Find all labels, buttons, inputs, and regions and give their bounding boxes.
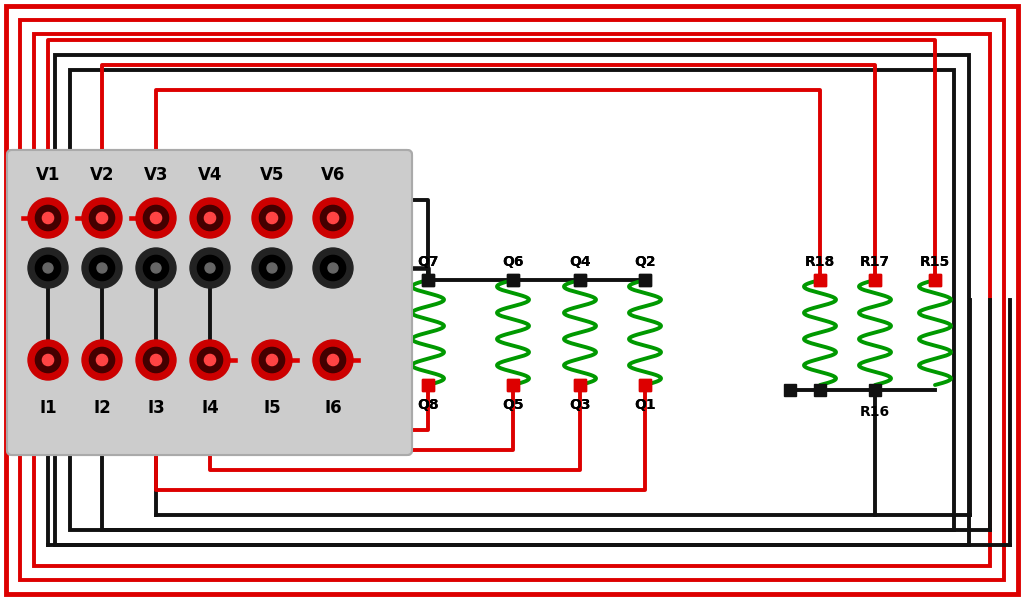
Circle shape <box>190 248 230 288</box>
Text: Q3: Q3 <box>569 398 591 412</box>
Bar <box>70 70 954 530</box>
Text: I1: I1 <box>39 399 56 417</box>
Circle shape <box>252 340 292 380</box>
Text: R17: R17 <box>860 255 890 269</box>
Circle shape <box>136 248 176 288</box>
Text: Q3: Q3 <box>569 398 591 412</box>
Text: Q8: Q8 <box>417 398 439 412</box>
Circle shape <box>143 205 169 230</box>
Circle shape <box>143 347 169 373</box>
Circle shape <box>89 205 115 230</box>
Circle shape <box>198 205 222 230</box>
Circle shape <box>190 198 230 238</box>
Circle shape <box>328 212 339 224</box>
Text: Q2: Q2 <box>634 255 655 269</box>
Circle shape <box>198 256 222 281</box>
Circle shape <box>151 212 162 224</box>
Circle shape <box>205 212 216 224</box>
Text: Q7: Q7 <box>417 255 438 269</box>
Circle shape <box>259 256 285 281</box>
Circle shape <box>252 248 292 288</box>
Circle shape <box>136 340 176 380</box>
Circle shape <box>42 212 53 224</box>
Circle shape <box>43 263 53 273</box>
Circle shape <box>82 340 122 380</box>
Circle shape <box>321 205 346 230</box>
Circle shape <box>259 205 285 230</box>
Text: R16: R16 <box>860 405 890 419</box>
Circle shape <box>259 347 285 373</box>
Text: R17: R17 <box>860 255 890 269</box>
Circle shape <box>313 340 353 380</box>
Circle shape <box>28 198 68 238</box>
FancyBboxPatch shape <box>7 150 412 455</box>
Circle shape <box>266 355 278 365</box>
Circle shape <box>28 340 68 380</box>
Circle shape <box>82 198 122 238</box>
Text: Q5: Q5 <box>502 398 524 412</box>
Circle shape <box>97 263 106 273</box>
Circle shape <box>267 263 278 273</box>
Circle shape <box>198 347 222 373</box>
Text: R18: R18 <box>805 255 836 269</box>
Text: V4: V4 <box>198 166 222 184</box>
Circle shape <box>151 355 162 365</box>
Text: Q8: Q8 <box>417 398 439 412</box>
Text: Q4: Q4 <box>569 255 591 269</box>
Circle shape <box>89 256 115 281</box>
Circle shape <box>89 347 115 373</box>
Circle shape <box>321 256 346 281</box>
Circle shape <box>328 263 338 273</box>
Circle shape <box>96 212 108 224</box>
Circle shape <box>205 355 216 365</box>
Text: I6: I6 <box>325 399 342 417</box>
Circle shape <box>82 248 122 288</box>
Text: Q1: Q1 <box>634 398 655 412</box>
Text: Q5: Q5 <box>502 398 524 412</box>
Text: V5: V5 <box>260 166 285 184</box>
Circle shape <box>28 248 68 288</box>
Text: V2: V2 <box>90 166 115 184</box>
Circle shape <box>36 256 60 281</box>
Text: V1: V1 <box>36 166 60 184</box>
Text: Q4: Q4 <box>569 255 591 269</box>
Text: Q6: Q6 <box>502 255 523 269</box>
Circle shape <box>328 355 339 365</box>
Circle shape <box>143 256 169 281</box>
Text: I2: I2 <box>93 399 111 417</box>
Circle shape <box>252 198 292 238</box>
Circle shape <box>96 355 108 365</box>
Circle shape <box>36 347 60 373</box>
Circle shape <box>190 340 230 380</box>
Text: R15: R15 <box>920 255 950 269</box>
Bar <box>55 55 969 545</box>
Circle shape <box>151 263 161 273</box>
Circle shape <box>136 198 176 238</box>
Text: R18: R18 <box>805 255 836 269</box>
Text: Q1: Q1 <box>634 398 655 412</box>
Text: R15: R15 <box>920 255 950 269</box>
Text: I4: I4 <box>201 399 219 417</box>
Text: I3: I3 <box>147 399 165 417</box>
Circle shape <box>313 248 353 288</box>
Circle shape <box>42 355 53 365</box>
Text: V3: V3 <box>143 166 168 184</box>
Text: I5: I5 <box>263 399 281 417</box>
Circle shape <box>266 212 278 224</box>
Text: Q6: Q6 <box>502 255 523 269</box>
Circle shape <box>313 198 353 238</box>
Text: Q7: Q7 <box>417 255 438 269</box>
Text: V6: V6 <box>321 166 345 184</box>
Bar <box>34 34 990 566</box>
Circle shape <box>205 263 215 273</box>
Circle shape <box>321 347 346 373</box>
Text: Q2: Q2 <box>634 255 655 269</box>
FancyBboxPatch shape <box>7 150 412 455</box>
Circle shape <box>36 205 60 230</box>
